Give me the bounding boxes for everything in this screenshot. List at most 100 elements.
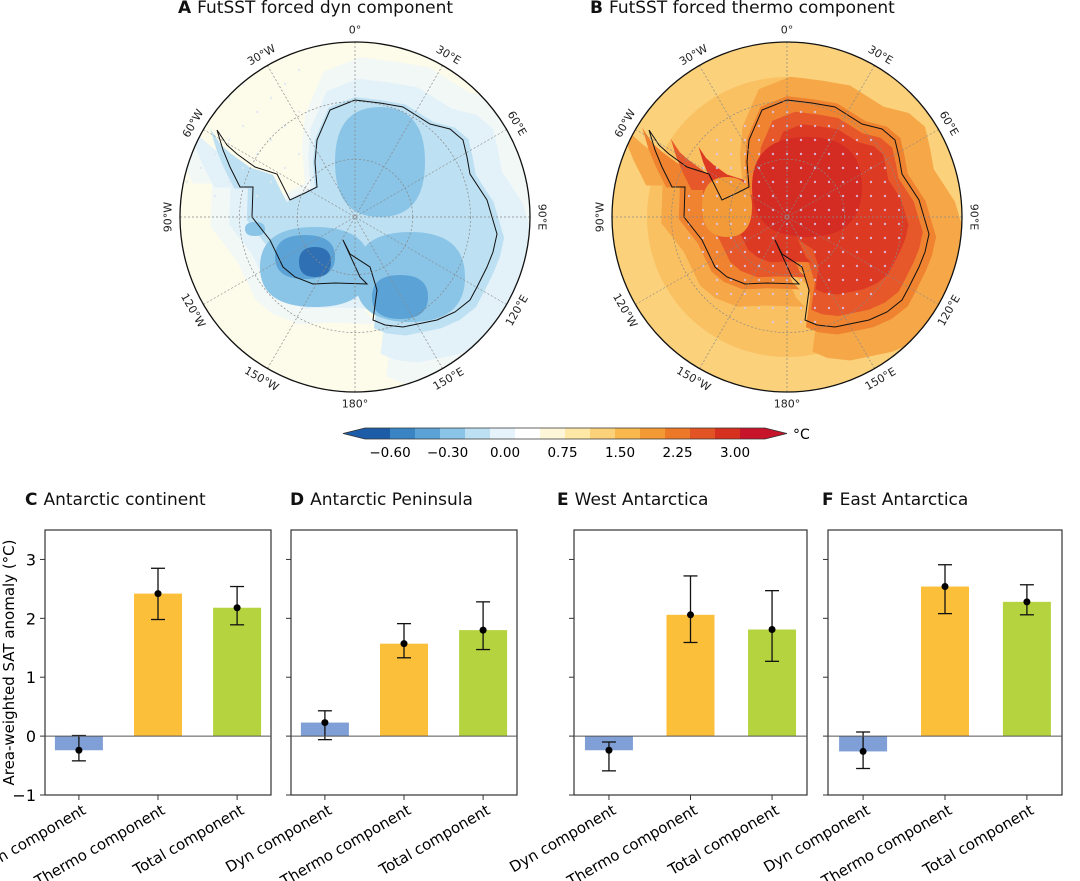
significance-stipple: [729, 152, 733, 156]
map-title-a: A FutSST forced dyn component: [178, 0, 454, 18]
y-tick-label: 1: [26, 668, 36, 687]
colorbar-cell: [515, 428, 541, 439]
significance-stipple: [729, 250, 733, 254]
latitude-circle: [671, 101, 903, 333]
map-dyn-component: 0°30°E60°E90°E120°E150°E180°150°W120°W90…: [162, 24, 549, 411]
significance-stipple: [715, 278, 719, 282]
panel-title-e: E West Antarctica: [557, 490, 709, 510]
significance-stipple: [687, 194, 691, 198]
colorbar-cell: [615, 428, 641, 439]
significance-stipple: [743, 194, 747, 198]
significance-stipple: [715, 180, 719, 184]
significance-stipple: [813, 320, 817, 324]
significance-stipple: [813, 208, 817, 212]
significance-stipple: [813, 194, 817, 198]
significance-stipple: [883, 194, 887, 198]
significance-stipple: [827, 138, 831, 142]
significance-stipple: [729, 278, 733, 282]
significance-stipple: [743, 208, 747, 212]
significance-stipple: [813, 278, 817, 282]
mean-marker: [154, 590, 162, 598]
significance-stipple: [715, 236, 719, 240]
significance-stipple: [743, 250, 747, 254]
significance-stipple: [771, 180, 775, 184]
colorbar-extend-high: [765, 428, 787, 439]
significance-stipple: [743, 306, 747, 310]
colorbar-tick-label: 0.00: [490, 445, 520, 461]
colorbar-cell: [640, 428, 666, 439]
panel-title-f: F East Antarctica: [822, 490, 969, 510]
significance-stipple: [897, 222, 901, 226]
significance-stipple: [799, 180, 803, 184]
significance-stipple: [841, 152, 845, 156]
significance-stipple: [757, 236, 761, 240]
significance-stipple: [869, 138, 873, 142]
significance-stipple: [799, 152, 803, 156]
significance-stipple: [813, 152, 817, 156]
significance-stipple: [757, 222, 761, 226]
colorbar-cell: [740, 428, 766, 439]
significance-stipple: [771, 124, 775, 128]
significance-stipple: [883, 222, 887, 226]
significance-stipple: [701, 236, 705, 240]
significance-stipple: [855, 264, 859, 268]
significance-stipple: [869, 208, 873, 212]
map-title-b: B FutSST forced thermo component: [590, 0, 895, 18]
significance-stipple: [869, 278, 873, 282]
significance-stipple: [827, 180, 831, 184]
anomaly-level: [752, 137, 862, 237]
colorbar-extend-low: [343, 428, 365, 439]
significance-stipple: [771, 250, 775, 254]
significance-stipple: [869, 166, 873, 170]
significance-stipple: [687, 236, 691, 240]
y-tick-label: 2: [26, 609, 36, 628]
significance-stipple: [799, 292, 803, 296]
colorbar-tick-label: 2.25: [662, 445, 692, 461]
significance-stipple: [771, 110, 775, 114]
significance-stipple: [869, 264, 873, 268]
significance-stipple: [297, 68, 301, 72]
significance-stipple: [827, 292, 831, 296]
significance-stipple: [729, 236, 733, 240]
colorbar-cell: [590, 428, 616, 439]
significance-stipple: [757, 124, 761, 128]
significance-stipple: [729, 292, 733, 296]
colorbar-cell: [690, 428, 716, 439]
significance-stipple: [743, 264, 747, 268]
mean-marker: [400, 640, 408, 648]
significance-stipple: [869, 250, 873, 254]
significance-stipple: [701, 250, 705, 254]
significance-stipple: [813, 292, 817, 296]
significance-stipple: [743, 222, 747, 226]
significance-stipple: [701, 194, 705, 198]
longitude-label: 90°E: [968, 204, 981, 230]
significance-stipple: [799, 110, 803, 114]
anomaly-level: [299, 247, 331, 277]
colorbar-cell: [490, 428, 516, 439]
significance-stipple: [715, 250, 719, 254]
colorbar-tick-label: −0.30: [427, 445, 468, 461]
map-thermo-component: 0°30°E60°E90°E120°E150°E180°150°W120°W90…: [594, 24, 981, 411]
significance-stipple: [729, 180, 733, 184]
significance-stipple: [841, 208, 845, 212]
significance-stipple: [813, 138, 817, 142]
significance-stipple: [283, 166, 287, 170]
significance-stipple: [701, 166, 705, 170]
significance-stipple: [743, 166, 747, 170]
significance-stipple: [869, 152, 873, 156]
significance-stipple: [855, 180, 859, 184]
significance-stipple: [841, 278, 845, 282]
mean-marker: [941, 583, 949, 591]
significance-stipple: [715, 292, 719, 296]
significance-stipple: [771, 194, 775, 198]
bar-thermo-component: [380, 643, 428, 737]
significance-stipple: [855, 278, 859, 282]
significance-stipple: [855, 208, 859, 212]
colorbar-cell: [415, 428, 441, 439]
significance-stipple: [897, 236, 901, 240]
bar-total-component: [213, 607, 262, 737]
mean-marker: [687, 611, 694, 619]
map-boundary: [611, 41, 963, 393]
colorbar-cell: [465, 428, 491, 439]
significance-stipple: [743, 152, 747, 156]
